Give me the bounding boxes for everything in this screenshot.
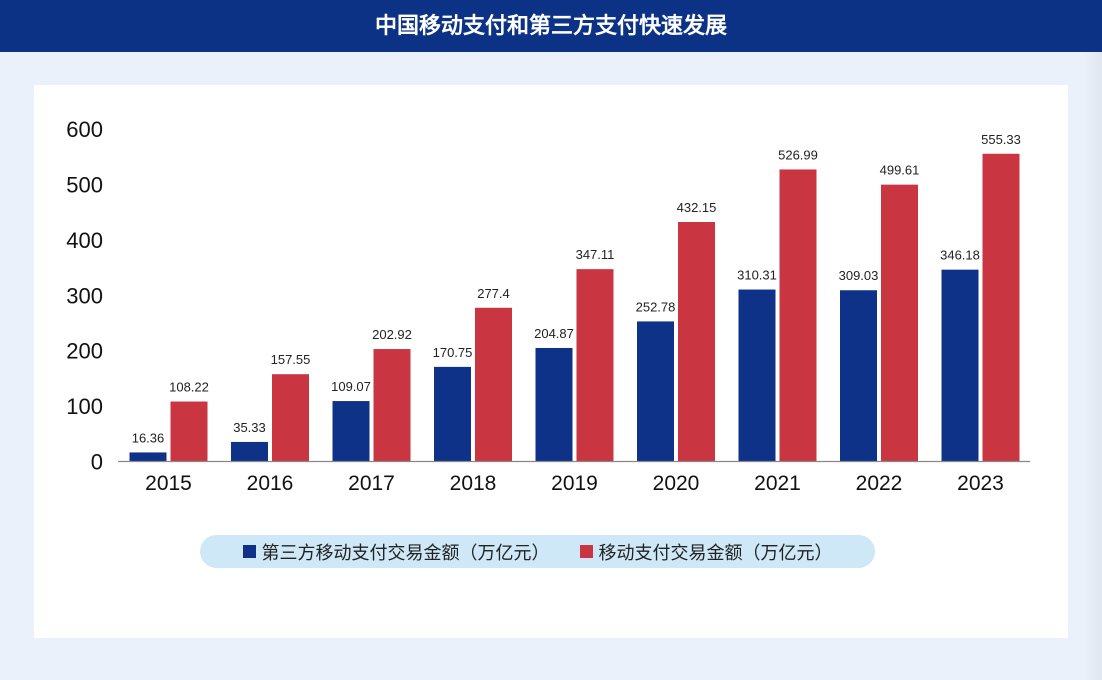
bar-mobile [373,349,411,462]
y-tick-label: 200 [66,339,103,364]
data-label: 309.03 [839,268,879,283]
data-label: 277.4 [477,286,510,301]
data-label: 202.92 [372,327,412,342]
bar-mobile [576,269,614,462]
bar-third-party [535,347,573,462]
x-tick-label: 2015 [145,472,192,495]
y-tick-label: 100 [66,394,103,419]
data-label: 346.18 [940,248,980,263]
bar-third-party [332,401,370,462]
data-label: 347.11 [576,247,615,262]
data-label: 526.99 [778,147,818,162]
x-tick-label: 2023 [957,472,1004,495]
data-label: 499.61 [880,163,920,178]
bar-mobile [678,222,715,462]
x-tick-label: 2019 [551,472,598,495]
bar-mobile [170,401,208,462]
y-tick-label: 500 [66,172,103,197]
x-tick-label: 2018 [450,472,497,495]
data-label: 157.55 [271,352,311,367]
y-tick-label: 0 [91,450,103,475]
data-label: 170.75 [433,345,473,360]
x-tick-label: 2020 [653,472,700,495]
legend-swatch-blue [242,545,256,558]
x-tick-label: 2016 [247,472,294,495]
page-edge-shadow [1084,52,1102,680]
x-tick-label: 2021 [754,472,801,495]
bar-mobile [881,184,918,462]
bar-mobile [475,307,512,462]
x-tick-label: 2022 [856,472,903,495]
page-title: 中国移动支付和第三方支付快速发展 [0,0,1102,52]
data-label: 204.87 [534,326,574,341]
legend: 第三方移动支付交易金额（万亿元） 移动支付交易金额（万亿元） [200,535,875,568]
bar-third-party [840,290,877,462]
bar-third-party [434,366,471,462]
bar-third-party [941,269,979,462]
bar-third-party [129,452,167,462]
x-tick-label: 2017 [348,472,395,495]
legend-swatch-red [579,545,593,558]
bar-mobile [982,153,1020,462]
data-label: 108.22 [169,380,209,395]
data-label: 432.15 [677,200,717,215]
bar-mobile [779,169,817,462]
y-tick-label: 600 [66,117,103,142]
bar-third-party [738,289,776,462]
y-tick-label: 400 [66,228,103,253]
y-tick-label: 300 [66,283,103,308]
data-label: 310.31 [737,268,777,283]
legend-label: 第三方移动支付交易金额（万亿元） [261,542,550,564]
bar-third-party [637,321,674,462]
bar-third-party [231,441,268,462]
data-label: 16.36 [132,430,165,445]
data-label: 35.33 [233,420,266,435]
legend-item-third-party: 第三方移动支付交易金额（万亿元） [242,539,550,565]
data-label: 252.78 [636,299,676,314]
bar-mobile [272,374,309,462]
legend-item-mobile: 移动支付交易金额（万亿元） [579,539,833,565]
legend-label: 移动支付交易金额（万亿元） [598,542,833,564]
data-label: 555.33 [981,132,1021,147]
data-label: 109.07 [331,379,371,394]
